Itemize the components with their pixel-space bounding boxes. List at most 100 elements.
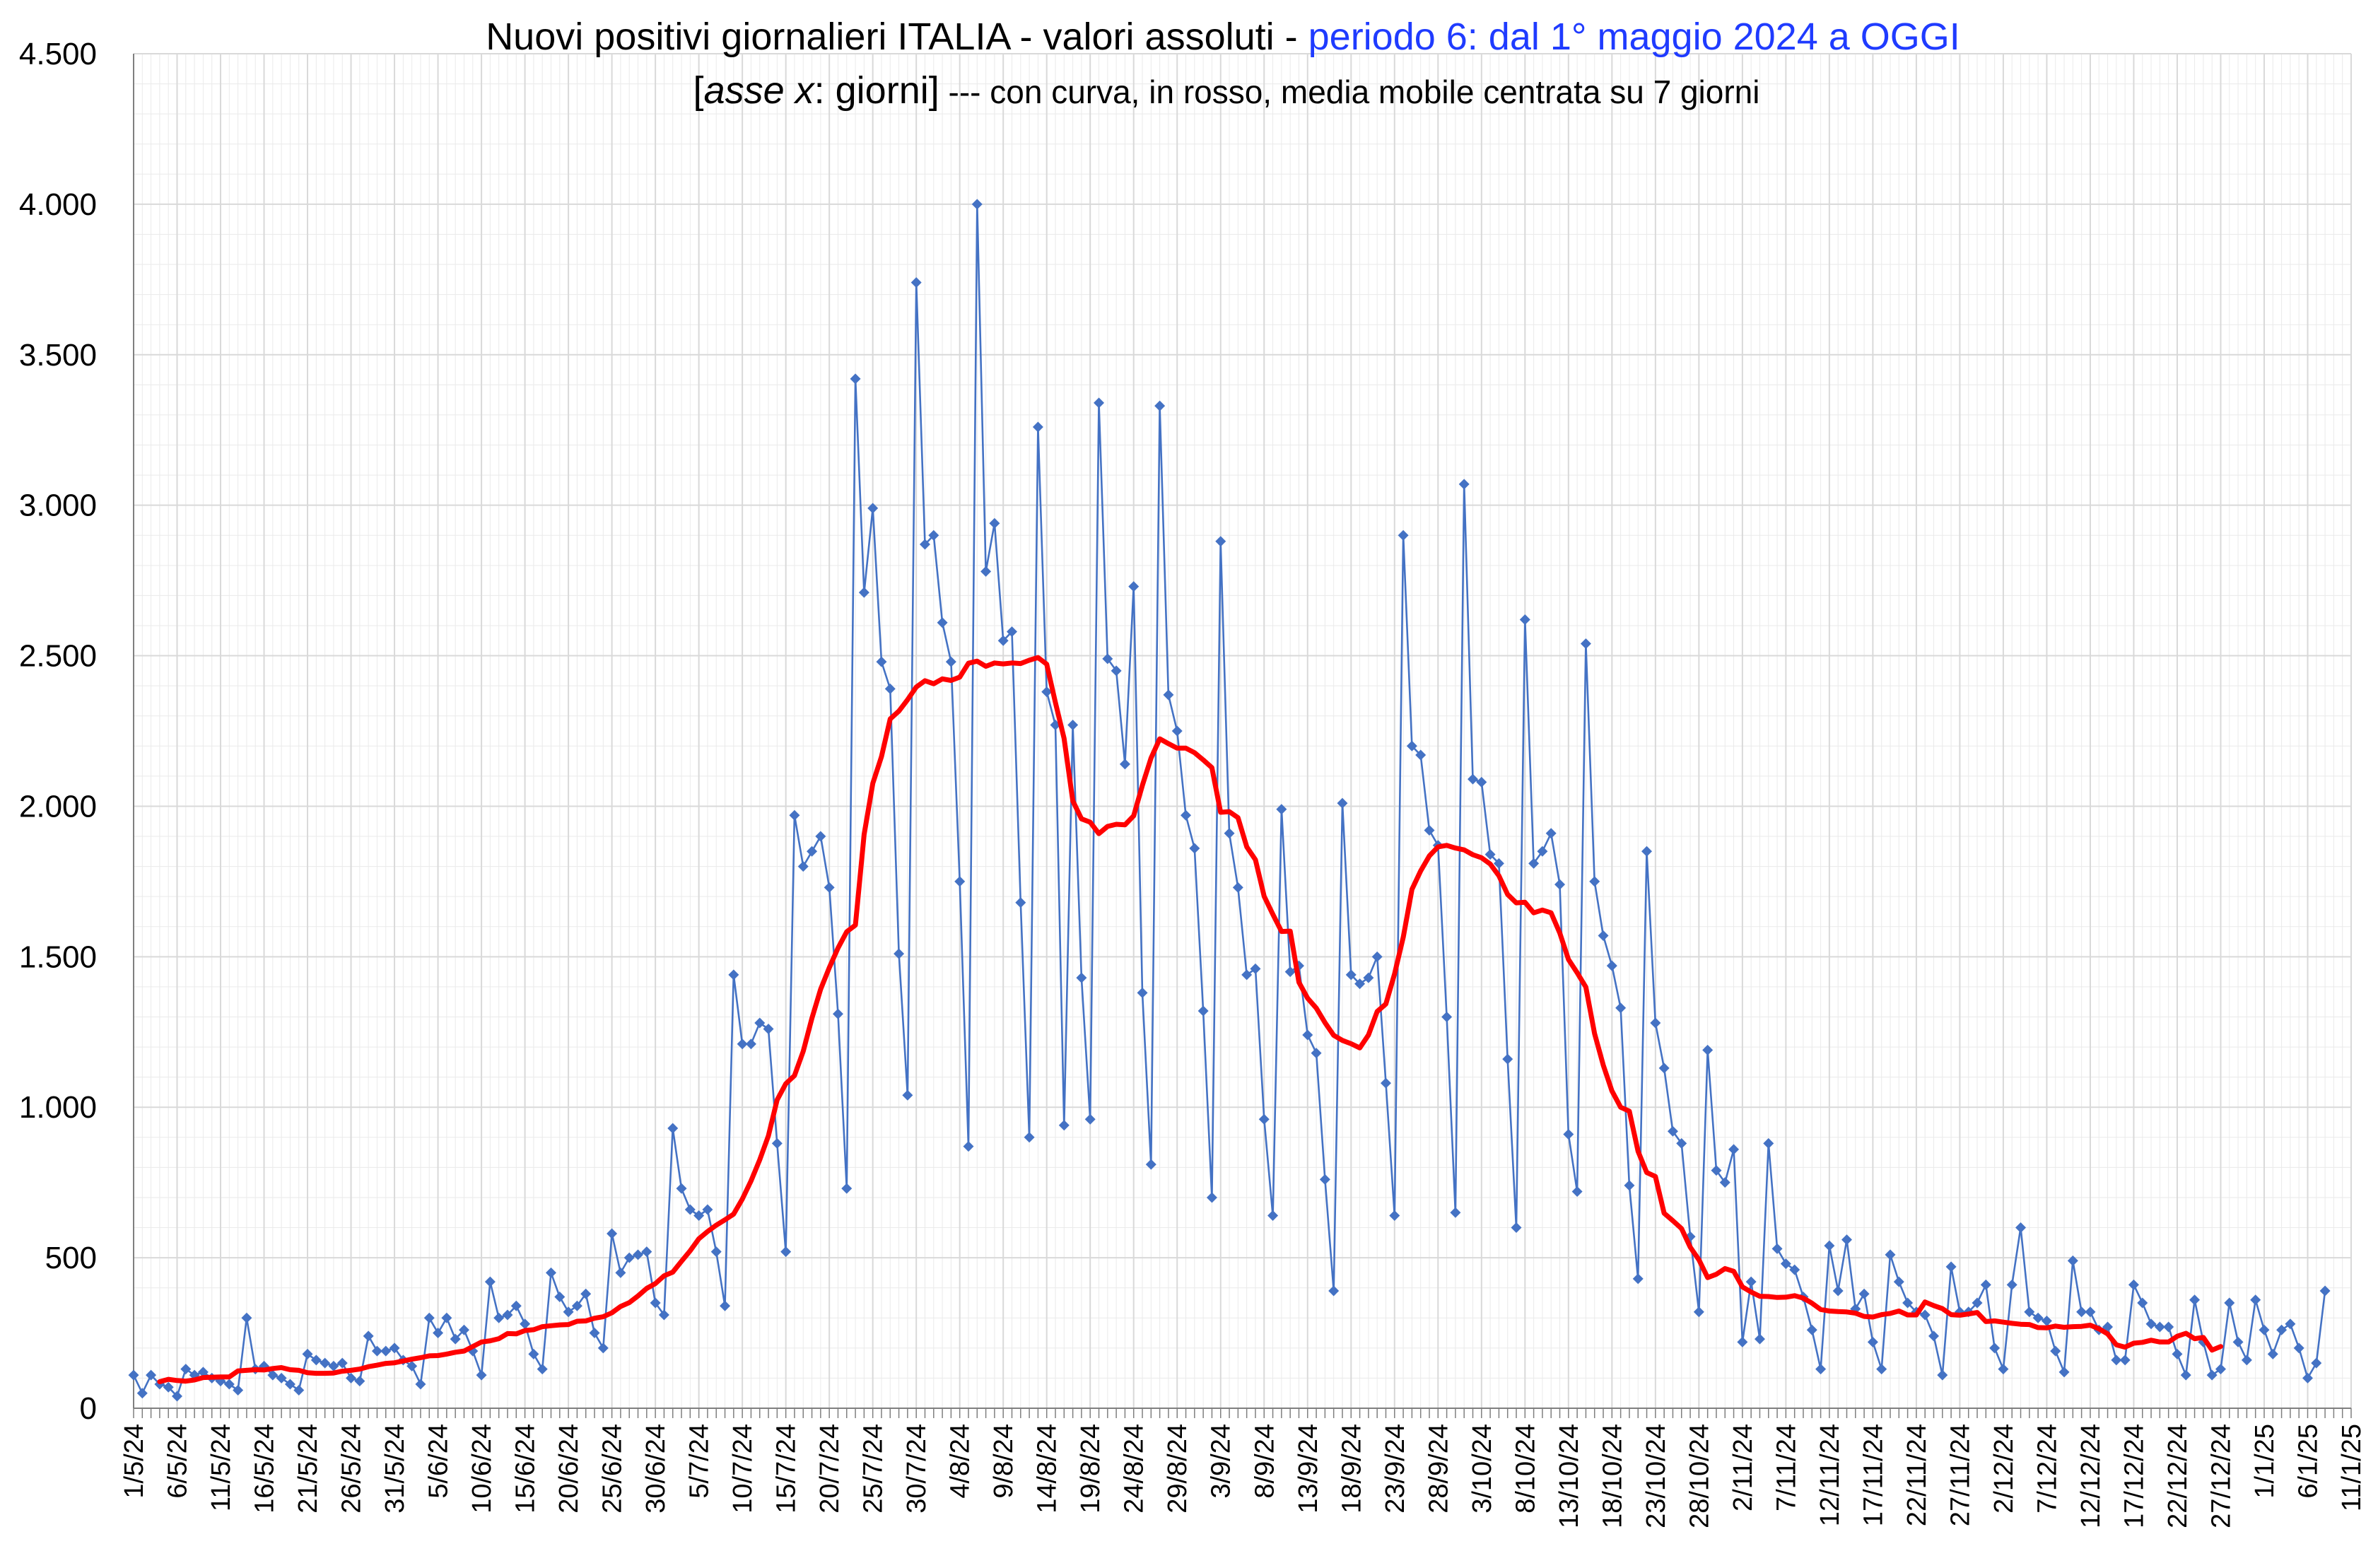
x-tick-label: 17/11/24 — [1858, 1424, 1888, 1526]
daily-cases-point — [623, 1252, 635, 1263]
daily-cases-point — [415, 1379, 426, 1390]
x-tick-label: 24/8/24 — [1120, 1424, 1149, 1514]
daily-cases-point — [641, 1246, 652, 1258]
daily-cases-point — [737, 1038, 748, 1050]
daily-cases-point — [710, 1246, 722, 1258]
x-tick-label: 25/7/24 — [859, 1424, 889, 1514]
daily-cases-point — [919, 539, 930, 550]
x-tick-label: 4/8/24 — [946, 1424, 976, 1499]
daily-cases-point — [2293, 1342, 2304, 1354]
daily-cases-point — [1824, 1240, 1835, 1251]
daily-cases-point — [1763, 1137, 1774, 1149]
daily-cases-point — [2119, 1355, 2131, 1366]
axes — [133, 54, 2351, 1409]
x-tick-label: 15/7/24 — [772, 1424, 802, 1514]
daily-cases-point — [1615, 1002, 1627, 1014]
daily-cases-point — [1441, 1011, 1453, 1022]
daily-cases-point — [2137, 1297, 2148, 1309]
y-tick-label: 4.500 — [19, 37, 97, 71]
x-tick-label: 7/12/24 — [2032, 1424, 2062, 1514]
daily-cases-point — [1232, 882, 1243, 893]
daily-cases-point — [684, 1204, 696, 1215]
x-tick-label: 21/5/24 — [293, 1424, 323, 1514]
daily-cases-point — [1484, 849, 1496, 860]
x-tick-label: 11/5/24 — [206, 1424, 236, 1511]
daily-cases-point — [1519, 614, 1530, 625]
daily-cases-point — [1806, 1324, 1817, 1335]
daily-cases-point — [2311, 1357, 2322, 1369]
daily-cases-point — [850, 373, 861, 385]
x-axis-ticks: 1/5/24 6/5/24 11/5/24 16/5/24 21/5/24 26/5/24… — [119, 1408, 2367, 1528]
daily-cases-point — [293, 1384, 305, 1396]
daily-cases-point — [1189, 843, 1200, 854]
x-tick-label: 15/6/24 — [511, 1424, 541, 1514]
daily-cases-point — [2145, 1318, 2157, 1330]
daily-cases-point — [1876, 1364, 1887, 1375]
daily-cases-point — [2154, 1321, 2165, 1333]
daily-cases-point — [2267, 1348, 2278, 1359]
daily-cases-point — [1337, 797, 1348, 809]
daily-cases-point — [1363, 972, 1374, 983]
daily-cases-point — [563, 1306, 574, 1318]
y-tick-label: 1.000 — [19, 1090, 97, 1125]
daily-cases-point — [902, 1089, 913, 1101]
daily-cases-point — [1789, 1264, 1800, 1275]
x-tick-label: 12/12/24 — [2076, 1424, 2106, 1528]
daily-cases-point — [1424, 825, 1435, 836]
y-tick-label: 0 — [80, 1391, 97, 1426]
daily-cases-point — [2224, 1297, 2235, 1309]
daily-cases-point — [2050, 1345, 2061, 1357]
x-tick-label: 3/10/24 — [1468, 1424, 1497, 1514]
daily-cases-point — [1598, 930, 1609, 942]
daily-cases-point — [971, 199, 983, 210]
daily-cases-point — [754, 1017, 766, 1029]
daily-cases-point — [1145, 1159, 1156, 1170]
daily-cases-point — [1502, 1053, 1513, 1065]
daily-cases-point — [1815, 1364, 1827, 1375]
x-tick-label: 3/9/24 — [1207, 1424, 1236, 1499]
x-tick-label: 23/10/24 — [1641, 1424, 1671, 1528]
x-tick-label: 20/7/24 — [815, 1424, 845, 1514]
daily-cases-point — [580, 1288, 592, 1299]
daily-cases-point — [597, 1342, 609, 1354]
x-tick-label: 18/9/24 — [1337, 1424, 1366, 1514]
daily-cases-point — [1284, 966, 1296, 978]
daily-cases-point — [493, 1312, 505, 1323]
daily-cases-point — [267, 1369, 279, 1381]
daily-cases-point — [1867, 1336, 1878, 1347]
daily-cases-point — [1998, 1364, 2009, 1375]
daily-cases-point — [807, 846, 818, 857]
daily-cases-point — [1928, 1330, 1940, 1342]
daily-cases-point — [2111, 1355, 2122, 1366]
daily-cases-point — [1693, 1306, 1704, 1318]
daily-cases-point — [2163, 1321, 2174, 1333]
daily-cases-point — [2189, 1294, 2201, 1306]
daily-cases-point — [2015, 1222, 2027, 1234]
x-tick-label: 25/6/24 — [598, 1424, 628, 1514]
x-tick-label: 6/5/24 — [163, 1424, 193, 1499]
x-tick-label: 22/11/24 — [1902, 1424, 1932, 1526]
daily-cases-point — [1302, 1029, 1313, 1041]
daily-cases-point — [1563, 1129, 1574, 1140]
daily-cases-point — [676, 1183, 687, 1194]
x-tick-label: 9/8/24 — [989, 1424, 1019, 1499]
daily-cases-point — [910, 277, 922, 288]
daily-cases-point — [658, 1309, 669, 1321]
daily-cases-point — [1493, 858, 1504, 869]
x-tick-label: 30/6/24 — [641, 1424, 671, 1514]
x-tick-label: 28/10/24 — [1685, 1424, 1714, 1528]
daily-cases-point — [2085, 1306, 2096, 1318]
daily-cases-point — [1328, 1285, 1340, 1297]
x-tick-label: 6/1/25 — [2293, 1424, 2323, 1499]
daily-cases-point — [1024, 1132, 1035, 1143]
y-tick-label: 2.500 — [19, 639, 97, 674]
daily-cases-point — [1371, 951, 1383, 962]
x-tick-label: 31/5/24 — [380, 1424, 410, 1514]
x-tick-label: 13/9/24 — [1294, 1424, 1323, 1514]
x-tick-label: 22/12/24 — [2163, 1424, 2193, 1528]
x-tick-label: 5/7/24 — [685, 1424, 715, 1499]
daily-cases-point — [894, 948, 905, 959]
daily-cases-point — [1580, 638, 1591, 650]
